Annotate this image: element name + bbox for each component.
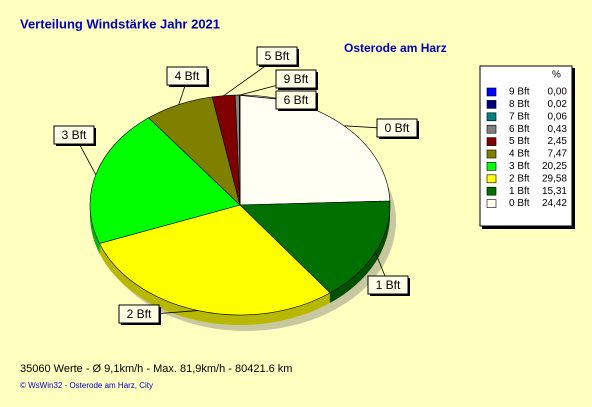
slice-label: 2 Bft [127,307,152,321]
legend-value: 0,02 [548,99,568,110]
legend-swatch [486,124,497,134]
legend-value: 24,42 [542,198,567,209]
legend-header: % [552,70,561,81]
chart-title: Verteilung Windstärke Jahr 2021 [20,16,220,31]
slice-label: 4 Bft [175,69,200,83]
legend-label: 0 Bft [509,198,530,209]
legend-swatch [486,174,497,184]
slice-label: 6 Bft [284,93,309,107]
legend-label: 6 Bft [509,124,530,135]
legend-swatch [486,87,497,97]
label-box [256,46,298,66]
credit: © WsWin32 - Osterode am Harz, City [20,381,153,390]
legend-label: 3 Bft [509,161,530,172]
legend-swatch [486,199,497,208]
slice-label: 5 Bft [265,49,290,63]
label-box [53,125,95,145]
legend-swatch [486,162,497,171]
legend-value: 0,06 [548,111,568,122]
legend-value: 0,43 [548,124,568,135]
legend-shadow [572,68,575,229]
label-box [118,304,160,324]
legend-label: 2 Bft [509,173,530,184]
legend-label: 8 Bft [509,99,530,110]
legend-value: 0,00 [548,87,568,98]
label-box [166,66,208,86]
legend-value: 2,45 [548,136,568,147]
slice [239,200,391,294]
legend-shadow [482,226,574,229]
legend-label: 7 Bft [509,111,530,122]
slice [89,117,241,244]
slice [239,94,391,206]
label-box [275,90,317,110]
label-box [376,118,418,138]
legend-label: 4 Bft [509,149,530,160]
legend-swatch [486,137,497,146]
legend-swatch [486,186,497,196]
legend-label: 5 Bft [509,136,530,147]
slice-label: 9 Bft [284,72,309,86]
slice-label: 3 Bft [62,128,87,142]
legend-value: 15,31 [542,186,567,197]
legend-value: 20,25 [542,161,567,172]
legend-swatch [486,149,497,159]
slice-label: 1 Bft [376,278,401,292]
label-box [275,69,317,89]
legend-swatch [486,100,497,109]
legend-label: 9 Bft [509,87,530,98]
legend-value: 7,47 [548,149,568,160]
legend-value: 29,58 [542,173,567,184]
legend-swatch [486,112,497,122]
chart-subtitle: Osterode am Harz [344,41,447,55]
slice-label: 0 Bft [385,121,410,135]
footer-stats: 35060 Werte - Ø 9,1km/h - Max. 81,9km/h … [20,363,292,375]
legend-label: 1 Bft [509,186,530,197]
label-box [367,275,409,295]
